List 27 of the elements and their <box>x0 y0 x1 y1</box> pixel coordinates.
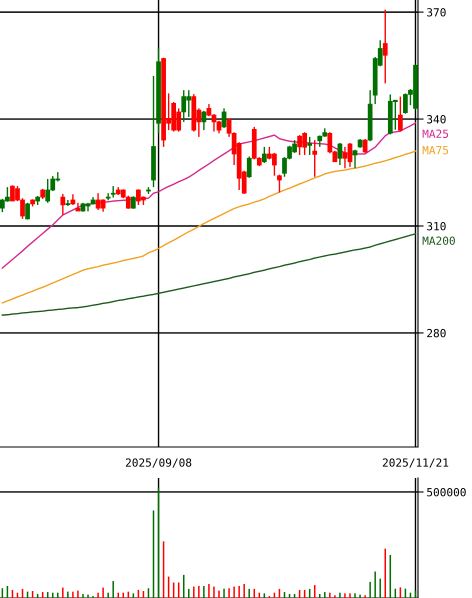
candlestick <box>362 138 368 154</box>
candlestick <box>202 110 206 131</box>
candlestick <box>382 8 388 84</box>
candlestick <box>60 193 66 216</box>
x-tick-label: 2025/09/08 <box>126 458 192 468</box>
series-label: MA25 <box>422 130 448 138</box>
line-series <box>2 233 416 316</box>
candlestick <box>130 196 136 210</box>
candlestick <box>352 149 358 169</box>
candlestick <box>222 108 226 129</box>
x-tick-label: 2025/11/21 <box>382 458 448 468</box>
candlestick <box>398 96 403 132</box>
y-tick-label: 310 <box>427 222 446 230</box>
series-label: MA200 <box>422 236 455 245</box>
candlestick <box>246 156 252 179</box>
series-label: MA75 <box>422 146 448 154</box>
y-tick-label: 500000 <box>427 488 466 496</box>
y-tick-label: 340 <box>427 115 446 124</box>
y-tick-label: 280 <box>427 328 446 338</box>
candlestick <box>338 142 342 166</box>
candlestick <box>307 136 312 156</box>
candlestick <box>70 194 76 206</box>
y-tick-label: 370 <box>427 8 446 17</box>
candlestick <box>262 146 267 164</box>
candlestick <box>277 174 282 194</box>
candlestick <box>40 188 46 200</box>
candlestick <box>25 202 30 220</box>
